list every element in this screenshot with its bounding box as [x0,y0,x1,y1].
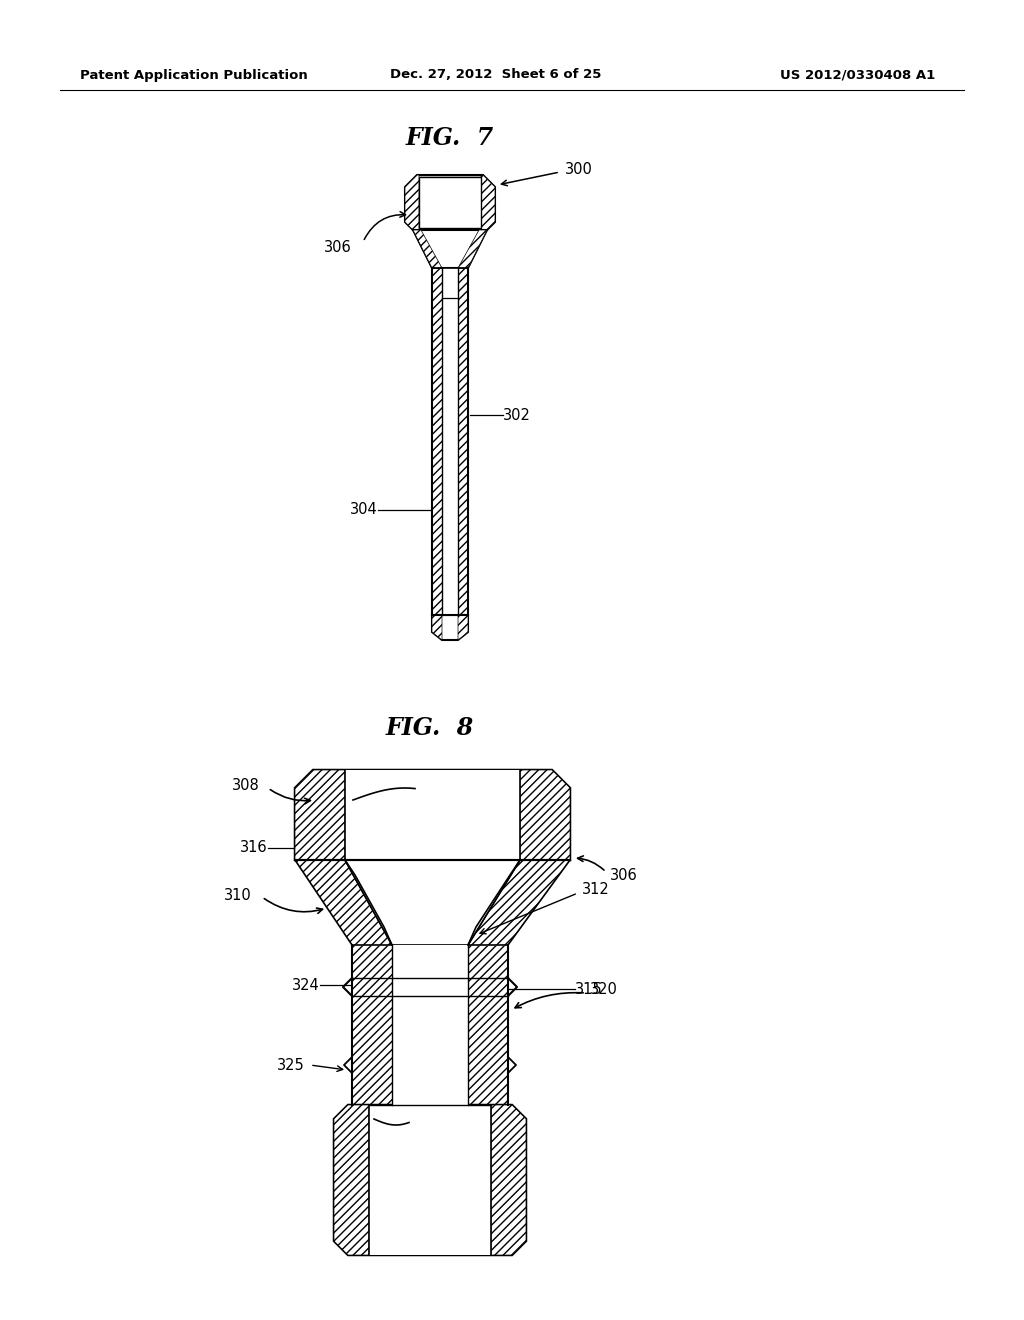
Bar [442,268,458,615]
Text: FIG.  8: FIG. 8 [386,715,474,741]
Text: 324: 324 [292,978,319,993]
Polygon shape [458,615,468,640]
Text: 302: 302 [503,408,530,422]
Polygon shape [295,770,570,861]
Text: 300: 300 [565,162,593,177]
Polygon shape [352,945,392,1105]
Bar [392,945,468,1105]
Text: 313: 313 [460,1122,487,1138]
Polygon shape [334,1105,526,1255]
Polygon shape [406,176,495,230]
Text: 320: 320 [590,982,617,998]
Text: 308: 308 [232,777,260,792]
Bar [369,1105,490,1255]
Polygon shape [295,770,345,861]
Polygon shape [432,615,468,640]
Polygon shape [413,230,487,268]
Bar [345,770,520,861]
Polygon shape [295,861,392,945]
Polygon shape [406,176,419,230]
Polygon shape [490,1105,526,1255]
Text: 315: 315 [575,982,603,997]
Polygon shape [458,268,468,615]
Polygon shape [334,1105,369,1255]
Text: FIG.  7: FIG. 7 [406,125,495,150]
Text: Patent Application Publication: Patent Application Publication [80,69,308,82]
Polygon shape [520,770,570,861]
Text: 306: 306 [325,240,352,256]
Text: 304: 304 [350,503,378,517]
Polygon shape [413,230,442,268]
Text: 312: 312 [582,883,609,898]
Polygon shape [432,268,442,615]
Polygon shape [432,615,442,640]
Text: 310: 310 [224,887,252,903]
Polygon shape [458,230,487,268]
Polygon shape [345,861,520,945]
Text: 316: 316 [241,841,268,855]
Text: 325: 325 [278,1057,305,1072]
Text: Dec. 27, 2012  Sheet 6 of 25: Dec. 27, 2012 Sheet 6 of 25 [390,69,601,82]
Text: 306: 306 [610,867,638,883]
Polygon shape [468,945,508,1105]
Polygon shape [481,176,495,230]
Text: US 2012/0330408 A1: US 2012/0330408 A1 [780,69,935,82]
Polygon shape [468,861,570,945]
Bar [419,177,481,228]
